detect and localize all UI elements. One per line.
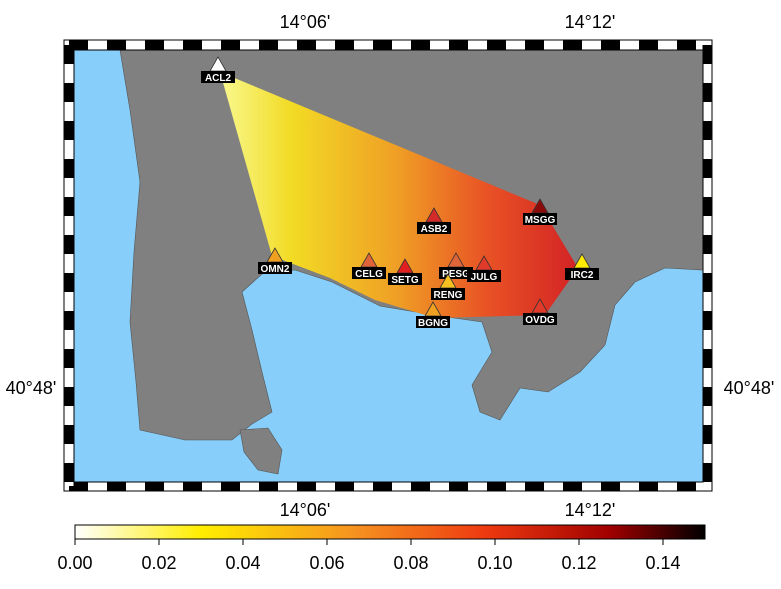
station-label: SETG: [391, 275, 418, 286]
colorbar-tick-label: 0.10: [477, 553, 512, 573]
station-label-box: [258, 262, 292, 274]
station-label: RENG: [434, 290, 463, 301]
bottom-label: 14°06': [280, 500, 331, 520]
top-label: 14°06': [280, 12, 331, 32]
station-label: ASB2: [421, 224, 448, 235]
top-label: 14°12': [565, 12, 616, 32]
station-label-box: [565, 268, 599, 280]
station-label: OMN2: [261, 264, 290, 275]
colorbar-tick-label: 0.14: [645, 553, 680, 573]
station-label-box: [467, 270, 501, 282]
station-label: MSGG: [525, 215, 556, 226]
map: ACL2 MSGG ASB2 OMN2 CELG SETG PESG JULG IRC2 RENG…: [63, 39, 713, 492]
station-label-box: [388, 273, 422, 285]
frame: [63, 39, 713, 492]
frame: [73, 49, 704, 483]
station-label: BGNG: [418, 318, 448, 329]
left-label: 40°48': [6, 378, 57, 398]
colorbar-tick-label: 0.12: [561, 553, 596, 573]
colorbar-tick-label: 0.06: [309, 553, 344, 573]
station-label: OVDG: [525, 315, 555, 326]
station-label: PESG: [442, 269, 470, 280]
colorbar-tick-label: 0.00: [57, 553, 92, 573]
colorbar-scale: [74, 524, 706, 540]
station-label-box: [201, 71, 235, 83]
station-label-box: [352, 267, 386, 279]
station-label-box: [431, 288, 465, 300]
land: [239, 427, 283, 475]
station-label-box: [523, 213, 557, 225]
colorbar: 0.00 0.02 0.04 0.06 0.08 0.10 0.12 0.14: [57, 524, 706, 573]
station-label: CELG: [355, 269, 383, 280]
colorbar-tick-label: 0.08: [393, 553, 428, 573]
station-label-box: [523, 313, 557, 325]
colorbar-tick-label: 0.02: [141, 553, 176, 573]
station-label: IRC2: [571, 270, 594, 281]
hazard-field: [220, 72, 578, 318]
station-label: ACL2: [205, 73, 232, 84]
station-label-box: [416, 316, 450, 328]
bottom-label: 14°12': [565, 500, 616, 520]
colorbar-tick-label: 0.04: [225, 553, 260, 573]
station-label-box: [417, 222, 451, 234]
station-label: JULG: [471, 272, 498, 283]
right-label: 40°48': [724, 378, 775, 398]
